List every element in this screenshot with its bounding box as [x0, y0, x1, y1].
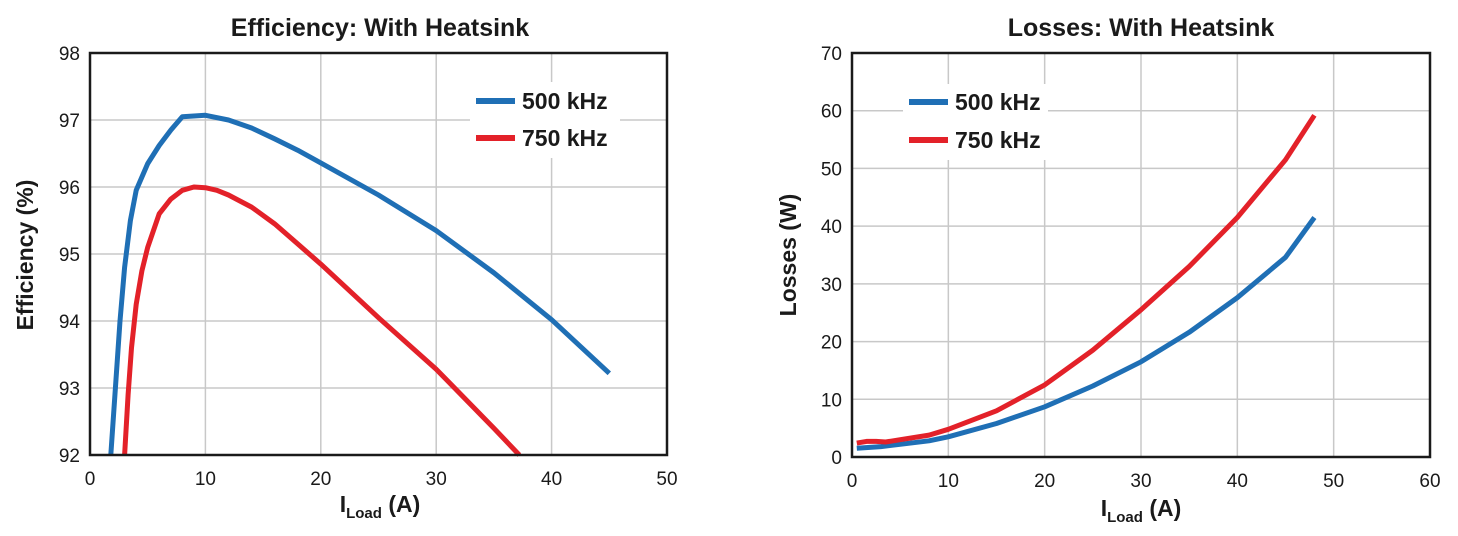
efficiency-x-tick-label: 20	[310, 469, 331, 490]
losses-x-tick-label: 50	[1323, 471, 1344, 492]
efficiency-x-label-sub: Load	[346, 505, 382, 522]
losses-x-tick-label: 30	[1130, 471, 1151, 492]
efficiency-series-group	[108, 112, 612, 457]
losses-y-tick-label: 40	[821, 217, 842, 238]
efficiency-chart: Efficiency: With Heatsink 0 10 20 30 40 50 92 9…	[12, 14, 678, 522]
efficiency-y-tick-label: 96	[59, 178, 80, 199]
losses-x-tick-label: 20	[1034, 471, 1055, 492]
efficiency-x-tick-label: 50	[656, 469, 677, 490]
efficiency-y-tick-label: 98	[59, 44, 80, 65]
efficiency-y-tick-label: 94	[59, 312, 81, 333]
efficiency-legend-label-750khz: 750 kHz	[522, 125, 608, 151]
losses-y-tick-label: 10	[821, 390, 842, 411]
losses-y-axis-label: Losses (W)	[775, 194, 801, 317]
losses-legend-label-500khz: 500 kHz	[955, 89, 1041, 115]
losses-plot-frame	[850, 51, 1432, 459]
efficiency-y-axis-label: Efficiency (%)	[12, 180, 38, 331]
losses-x-tick-label: 40	[1227, 471, 1248, 492]
efficiency-x-tick-label: 10	[195, 469, 216, 490]
losses-series-line-750khz	[856, 113, 1317, 446]
efficiency-x-label-unit: (A)	[382, 491, 420, 517]
efficiency-y-tick-label: 92	[59, 446, 80, 467]
losses-grid	[852, 53, 1430, 457]
losses-x-axis-label: ILoad (A)	[1101, 495, 1182, 526]
losses-x-label-sub: Load	[1107, 509, 1143, 526]
losses-tick-labels: 0 10 20 30 40 50 60 0 10 20 30 40 50 60 70	[821, 44, 1441, 492]
losses-series-group	[856, 113, 1317, 451]
losses-x-tick-label: 0	[847, 471, 858, 492]
efficiency-y-tick-label: 95	[59, 245, 80, 266]
efficiency-legend-label-500khz: 500 kHz	[522, 88, 608, 114]
efficiency-y-tick-label: 97	[59, 111, 80, 132]
losses-y-tick-label: 20	[821, 333, 842, 354]
efficiency-legend: 500 kHz 750 kHz	[470, 82, 620, 158]
efficiency-plot-frame	[88, 51, 669, 457]
losses-y-tick-label: 70	[821, 44, 842, 65]
losses-legend-background	[903, 84, 1048, 160]
losses-legend: 500 kHz 750 kHz	[903, 84, 1048, 160]
efficiency-y-tick-label: 93	[59, 379, 80, 400]
losses-chart-title: Losses: With Heatsink	[1008, 14, 1275, 42]
efficiency-tick-labels: 0 10 20 30 40 50 92 93 94 95 96 97 98	[59, 44, 678, 490]
losses-x-label-unit: (A)	[1143, 495, 1181, 521]
losses-y-tick-label: 30	[821, 275, 842, 296]
efficiency-x-axis-label: ILoad (A)	[340, 491, 421, 522]
efficiency-legend-background	[470, 82, 620, 158]
efficiency-x-tick-label: 40	[541, 469, 562, 490]
efficiency-x-label-main: I	[340, 491, 346, 517]
losses-x-tick-label: 60	[1419, 471, 1440, 492]
losses-chart: Losses: With Heatsink 0 10 20 30 40 50 60 0 10 20…	[775, 14, 1441, 526]
losses-x-tick-label: 10	[938, 471, 959, 492]
losses-y-tick-label: 60	[821, 102, 842, 123]
efficiency-x-tick-label: 0	[85, 469, 96, 490]
losses-y-tick-label: 50	[821, 159, 842, 180]
losses-y-tick-label: 0	[831, 448, 842, 469]
losses-series-line-500khz	[856, 216, 1317, 451]
efficiency-series-line-750khz	[122, 184, 522, 457]
efficiency-x-tick-label: 30	[426, 469, 447, 490]
losses-legend-label-750khz: 750 kHz	[955, 127, 1041, 153]
losses-x-label-main: I	[1101, 495, 1107, 521]
efficiency-series-line-500khz	[108, 112, 612, 456]
efficiency-chart-title: Efficiency: With Heatsink	[231, 14, 530, 42]
